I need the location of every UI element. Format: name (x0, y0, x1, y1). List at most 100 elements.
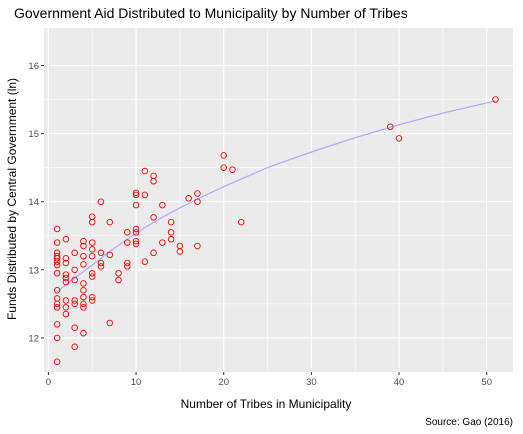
data-point (88, 213, 96, 220)
x-tick-label: 10 (131, 377, 142, 388)
data-point (80, 280, 87, 287)
data-point (185, 195, 192, 202)
y-axis-ticks: 12 13 14 15 16 (28, 61, 44, 344)
data-point (150, 214, 157, 221)
data-point (53, 225, 61, 233)
data-point (80, 293, 87, 301)
data-point (80, 242, 87, 250)
y-tick-label: 12 (28, 333, 39, 344)
fit-line (56, 100, 496, 293)
data-point (53, 252, 61, 260)
x-axis-title: Number of Tribes in Municipality (181, 397, 352, 411)
data-point (194, 242, 201, 250)
data-point (159, 239, 166, 246)
data-point (62, 235, 70, 243)
data-point (53, 304, 61, 311)
data-point (88, 246, 96, 253)
data-point (80, 300, 87, 308)
plot-panel (44, 28, 513, 372)
data-point (88, 297, 96, 304)
data-point (141, 191, 149, 199)
y-tick-label: 15 (28, 129, 39, 140)
y-tick-label: 16 (28, 61, 39, 72)
data-point (80, 261, 87, 268)
data-point (97, 198, 105, 205)
y-tick-label: 14 (28, 197, 39, 208)
data-point (88, 239, 96, 246)
data-point (62, 304, 70, 311)
data-point (62, 259, 70, 267)
data-point (71, 324, 78, 331)
grid-major (44, 28, 513, 372)
data-point (124, 239, 131, 246)
data-point (80, 287, 87, 294)
data-point (194, 190, 201, 197)
data-point (167, 235, 175, 243)
data-point (132, 201, 140, 209)
data-point (53, 334, 61, 342)
data-point (132, 191, 140, 199)
y-tick-label: 13 (28, 265, 39, 276)
data-point (220, 152, 227, 159)
data-point (387, 123, 394, 131)
data-point (115, 269, 122, 277)
caption: Source: Gao (2016) (425, 417, 513, 428)
data-point (106, 251, 113, 259)
data-point (194, 198, 201, 205)
data-point (62, 310, 70, 318)
data-point (53, 239, 61, 246)
data-point (71, 297, 78, 304)
data-point (150, 249, 157, 257)
data-point (132, 229, 140, 236)
data-point (132, 189, 140, 197)
data-point (124, 263, 131, 270)
data-point (97, 259, 105, 267)
data-point (159, 201, 166, 209)
data-point (53, 358, 61, 366)
chart-title: Government Aid Distributed to Municipali… (14, 5, 408, 21)
data-point (220, 164, 227, 171)
data-point (229, 166, 236, 173)
data-point (71, 276, 78, 284)
data-point (62, 274, 70, 282)
x-axis-ticks: 0 10 20 30 40 50 (46, 372, 492, 388)
data-point (80, 252, 87, 260)
data-point (53, 295, 61, 302)
data-point (88, 293, 96, 301)
data-point (132, 240, 140, 248)
data-point (80, 329, 87, 337)
data-points (53, 96, 499, 366)
x-tick-label: 40 (394, 377, 405, 388)
data-point (88, 273, 96, 280)
data-point (132, 225, 140, 233)
data-point (62, 278, 70, 286)
data-point (53, 261, 61, 269)
data-point (167, 229, 175, 236)
data-point (62, 297, 70, 304)
data-point (237, 218, 245, 226)
data-point (492, 96, 499, 103)
y-axis-title: Funds Distributed by Central Government … (5, 78, 19, 320)
data-point (106, 218, 113, 226)
data-point (62, 254, 70, 262)
data-point (167, 218, 175, 226)
data-point (71, 266, 78, 274)
data-point (395, 135, 403, 142)
data-point (80, 237, 87, 245)
grid-minor (44, 28, 513, 372)
x-tick-label: 0 (46, 377, 51, 388)
data-point (124, 259, 131, 267)
data-point (80, 304, 87, 311)
data-point (88, 269, 96, 277)
data-point (71, 343, 78, 351)
data-point (150, 172, 157, 180)
data-point (176, 242, 184, 250)
data-point (53, 249, 61, 257)
data-point (53, 269, 61, 277)
data-point (71, 249, 78, 257)
data-point (115, 276, 122, 284)
data-point (97, 263, 105, 270)
data-point (106, 319, 113, 327)
data-point (141, 258, 149, 265)
